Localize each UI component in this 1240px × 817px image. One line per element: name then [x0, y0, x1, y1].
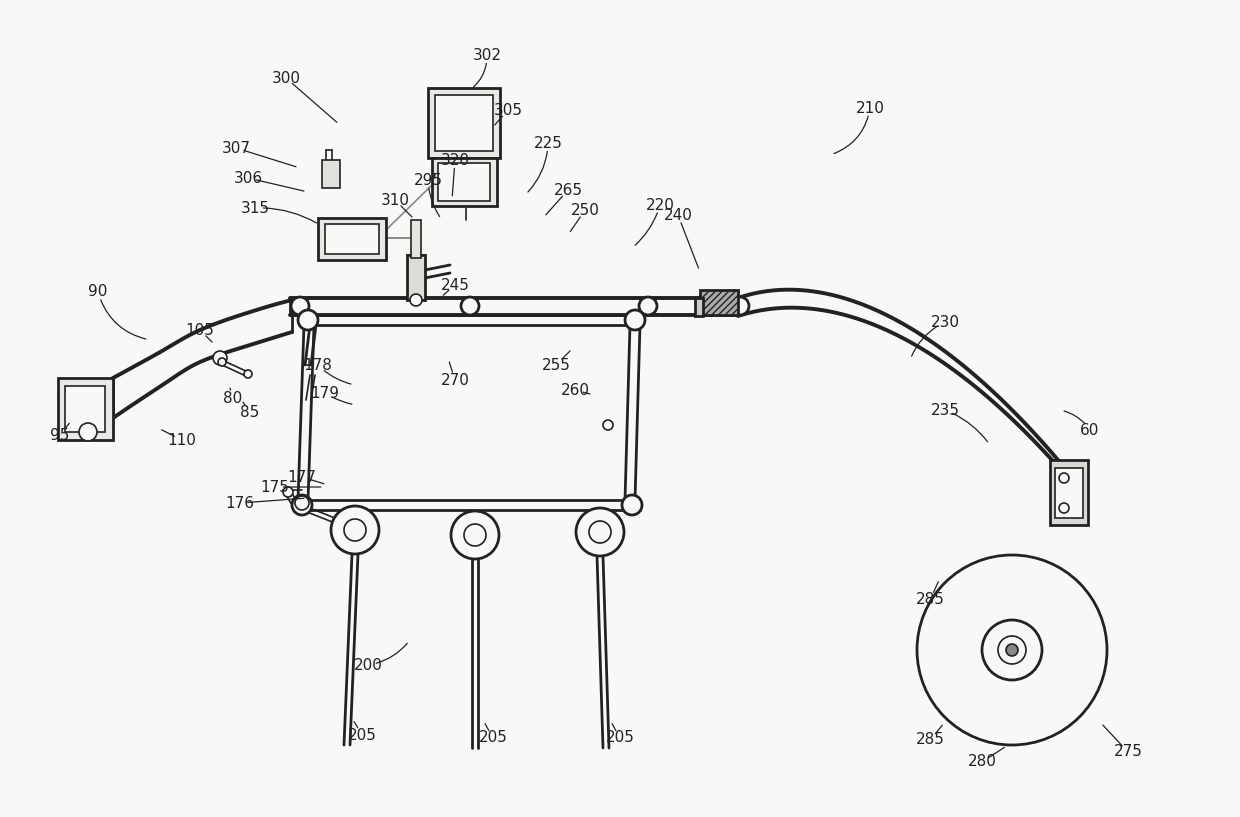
Text: 105: 105: [186, 323, 215, 337]
Circle shape: [464, 524, 486, 546]
Text: 95: 95: [51, 427, 69, 443]
Bar: [432, 158, 497, 206]
Bar: [1050, 460, 1087, 525]
Bar: [428, 88, 500, 158]
Bar: [694, 298, 703, 316]
Circle shape: [732, 297, 749, 315]
Text: 205: 205: [347, 727, 377, 743]
Circle shape: [982, 620, 1042, 680]
Text: 90: 90: [88, 284, 108, 300]
Text: 300: 300: [272, 70, 300, 86]
Text: 177: 177: [288, 470, 316, 484]
Bar: [58, 378, 113, 440]
Circle shape: [622, 495, 642, 515]
Bar: [435, 95, 494, 151]
Text: 245: 245: [440, 278, 470, 292]
Text: 176: 176: [226, 495, 254, 511]
Bar: [325, 224, 379, 254]
Text: 240: 240: [663, 208, 692, 222]
Text: 200: 200: [353, 658, 382, 672]
Circle shape: [410, 294, 422, 306]
Circle shape: [244, 370, 252, 378]
Text: 110: 110: [167, 432, 196, 448]
Text: 302: 302: [472, 47, 501, 62]
Text: 220: 220: [646, 198, 675, 212]
Text: 320: 320: [440, 153, 470, 167]
Bar: [438, 163, 490, 201]
Text: 285: 285: [915, 592, 945, 608]
Text: 175: 175: [260, 480, 289, 494]
Bar: [407, 255, 425, 300]
Circle shape: [1059, 473, 1069, 483]
Circle shape: [625, 310, 645, 330]
Text: 230: 230: [930, 315, 960, 329]
Bar: [701, 290, 738, 315]
Text: 205: 205: [479, 730, 507, 745]
Circle shape: [283, 487, 293, 497]
Circle shape: [218, 358, 226, 366]
Text: 178: 178: [304, 358, 332, 373]
Circle shape: [639, 297, 657, 315]
Text: 85: 85: [241, 404, 259, 419]
Text: 295: 295: [413, 172, 443, 187]
Text: 305: 305: [494, 102, 522, 118]
Text: 250: 250: [570, 203, 599, 217]
Circle shape: [291, 495, 312, 515]
Text: 285: 285: [915, 733, 945, 748]
Text: 255: 255: [542, 358, 570, 373]
Text: 265: 265: [553, 182, 583, 198]
Circle shape: [1059, 503, 1069, 513]
Text: 60: 60: [1080, 422, 1100, 437]
Text: 235: 235: [930, 403, 960, 417]
Circle shape: [461, 297, 479, 315]
Text: 307: 307: [222, 141, 250, 155]
Bar: [317, 218, 386, 260]
Text: 306: 306: [233, 171, 263, 185]
Text: 205: 205: [605, 730, 635, 745]
Circle shape: [918, 555, 1107, 745]
Text: 225: 225: [533, 136, 563, 150]
Text: 80: 80: [223, 391, 243, 405]
Circle shape: [295, 496, 309, 510]
Circle shape: [343, 519, 366, 541]
Bar: [322, 160, 340, 188]
Text: 280: 280: [967, 755, 997, 770]
Text: 210: 210: [856, 100, 884, 115]
Circle shape: [298, 310, 317, 330]
Bar: [64, 386, 105, 432]
Circle shape: [291, 297, 309, 315]
Circle shape: [331, 506, 379, 554]
Circle shape: [213, 351, 227, 365]
Text: 270: 270: [440, 373, 470, 387]
Text: 310: 310: [381, 193, 409, 208]
Circle shape: [1006, 644, 1018, 656]
Circle shape: [79, 423, 97, 441]
Circle shape: [589, 521, 611, 543]
Circle shape: [451, 511, 498, 559]
Circle shape: [998, 636, 1025, 664]
Circle shape: [603, 420, 613, 430]
Bar: [1055, 468, 1083, 518]
Text: 275: 275: [1114, 744, 1142, 760]
Text: 315: 315: [241, 200, 269, 216]
Circle shape: [577, 508, 624, 556]
Text: 179: 179: [310, 386, 340, 400]
Text: 260: 260: [560, 382, 589, 398]
Bar: [410, 220, 422, 258]
